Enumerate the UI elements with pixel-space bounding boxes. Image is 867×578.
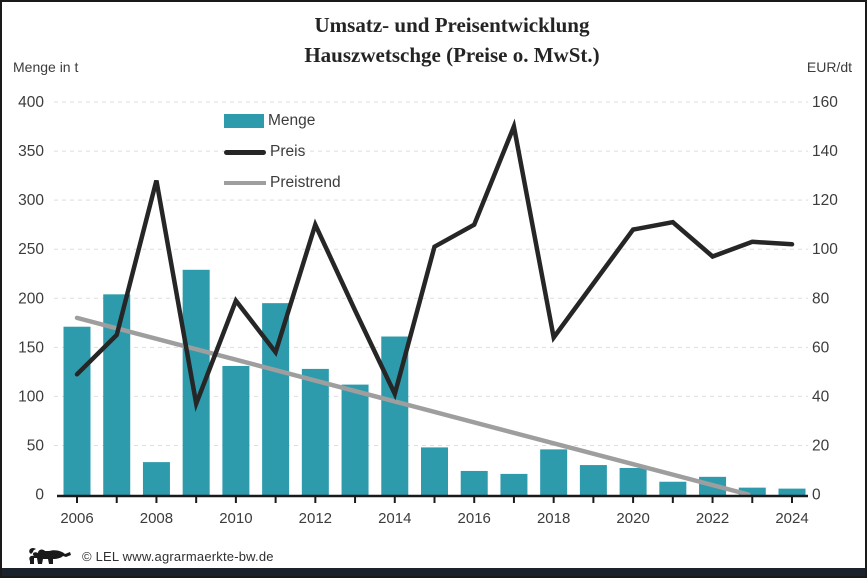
legend-label: Preis — [270, 143, 306, 160]
bar-2015 — [421, 447, 448, 495]
bar-2021 — [659, 481, 687, 495]
legend-item-preis: Preis — [224, 143, 305, 161]
bar-2023 — [738, 487, 766, 495]
x-label-2008: 2008 — [140, 510, 173, 527]
right-tick-label-100: 100 — [812, 241, 838, 258]
left-tick-label-350: 350 — [18, 143, 44, 160]
copyright-text: © LEL www.agrarmaerkte-bw.de — [82, 548, 274, 564]
preistrend-swatch — [224, 181, 266, 185]
chart-title-line2: Hauszwetschge (Preise o. MwSt.) — [304, 43, 600, 67]
left-tick-label-200: 200 — [18, 290, 44, 307]
left-tick-label-400: 400 — [18, 94, 44, 111]
left-tick-label-150: 150 — [18, 339, 44, 356]
right-tick-label-160: 160 — [812, 94, 838, 111]
x-label-2012: 2012 — [299, 510, 332, 527]
bar-2006 — [63, 326, 91, 495]
bar-2016 — [460, 470, 488, 495]
x-label-2020: 2020 — [616, 510, 649, 527]
bar-2013 — [341, 384, 369, 495]
right-tick-label-80: 80 — [812, 290, 830, 307]
x-label-2014: 2014 — [378, 510, 411, 527]
right-tick-label-40: 40 — [812, 388, 830, 405]
bw-lion-logo-icon — [29, 547, 71, 564]
menge-swatch — [224, 114, 264, 128]
left-tick-label-50: 50 — [27, 437, 45, 454]
bar-2019 — [579, 465, 607, 495]
footer: © LEL www.agrarmaerkte-bw.de — [26, 544, 274, 568]
x-label-2022: 2022 — [696, 510, 729, 527]
left-axis-unit-label: Menge in t — [13, 59, 79, 75]
bar-2020 — [619, 468, 647, 495]
combo-chart: 2006 2008 2010 2012 2014 2016 2018 2020 2022 2024… — [18, 94, 838, 527]
preis-swatch — [224, 149, 266, 155]
right-tick-label-60: 60 — [812, 339, 830, 356]
left-tick-label-100: 100 — [18, 388, 44, 405]
bar-2018 — [540, 449, 568, 495]
chart-title-line1: Umsatz- und Preisentwicklung — [314, 13, 590, 37]
bottom-accent-strip — [2, 568, 865, 576]
x-label-2010: 2010 — [219, 510, 252, 527]
left-tick-label-250: 250 — [18, 241, 44, 258]
x-label-2018: 2018 — [537, 510, 570, 527]
bar-2010 — [222, 365, 250, 495]
bar-2024 — [778, 488, 806, 495]
legend-item-menge: Menge — [224, 112, 315, 130]
preis-line — [74, 118, 795, 413]
preistrend-line — [74, 315, 751, 497]
legend-label: Preistrend — [270, 174, 341, 191]
right-tick-label-120: 120 — [812, 192, 838, 209]
right-tick-label-140: 140 — [812, 143, 838, 160]
x-label-2006: 2006 — [60, 510, 93, 527]
x-label-2024: 2024 — [775, 510, 808, 527]
right-axis-unit-label: EUR/dt — [806, 59, 852, 75]
legend-item-preistrend: Preistrend — [224, 174, 341, 192]
right-tick-label-0: 0 — [812, 487, 821, 504]
left-tick-label-300: 300 — [18, 192, 44, 209]
left-tick-label-0: 0 — [35, 487, 44, 504]
bar-2011 — [262, 303, 290, 495]
bar-2017 — [500, 473, 528, 495]
legend-label: Menge — [268, 112, 316, 129]
chart-title: Umsatz- und Preisentwicklung Hauszwetsch… — [2, 10, 865, 70]
bar-2008 — [142, 462, 170, 495]
right-tick-label-20: 20 — [812, 437, 830, 454]
x-label-2016: 2016 — [458, 510, 491, 527]
bar-2012 — [301, 368, 329, 495]
